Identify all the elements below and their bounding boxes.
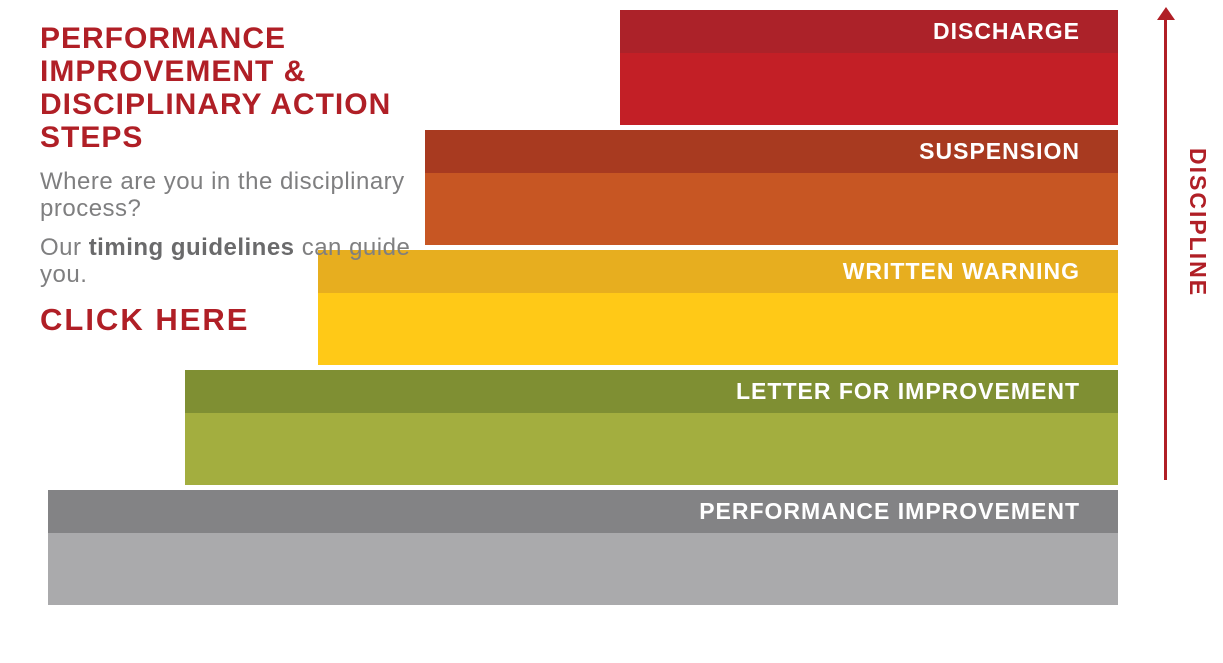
discipline-label: DISCIPLINE [1184,148,1211,297]
step-body [425,173,1118,245]
step-0: DISCHARGE [620,10,1118,125]
step-body [185,413,1118,485]
page-title: PERFORMANCE IMPROVEMENT & DISCIPLINARY A… [40,22,460,154]
step-label: DISCHARGE [620,10,1118,53]
step-label: PERFORMANCE IMPROVEMENT [48,490,1118,533]
step-3: LETTER FOR IMPROVEMENT [185,370,1118,485]
step-body [620,53,1118,125]
click-here-link[interactable]: CLICK HERE [40,302,460,338]
infographic-canvas: DISCHARGESUSPENSIONWRITTEN WARNINGLETTER… [0,0,1223,663]
step-4: PERFORMANCE IMPROVEMENT [48,490,1118,605]
guidelines-text: Our timing guidelines can guide you. [40,234,460,288]
step-label: SUSPENSION [425,130,1118,173]
step-1: SUSPENSION [425,130,1118,245]
discipline-arrow-head-icon [1157,7,1175,20]
guidelines-pre: Our [40,234,89,261]
discipline-arrow-line [1164,18,1167,480]
guidelines-bold: timing guidelines [89,234,295,261]
text-block: PERFORMANCE IMPROVEMENT & DISCIPLINARY A… [40,22,460,338]
step-label: LETTER FOR IMPROVEMENT [185,370,1118,413]
subtitle: Where are you in the disciplinary proces… [40,168,460,222]
step-body [48,533,1118,605]
